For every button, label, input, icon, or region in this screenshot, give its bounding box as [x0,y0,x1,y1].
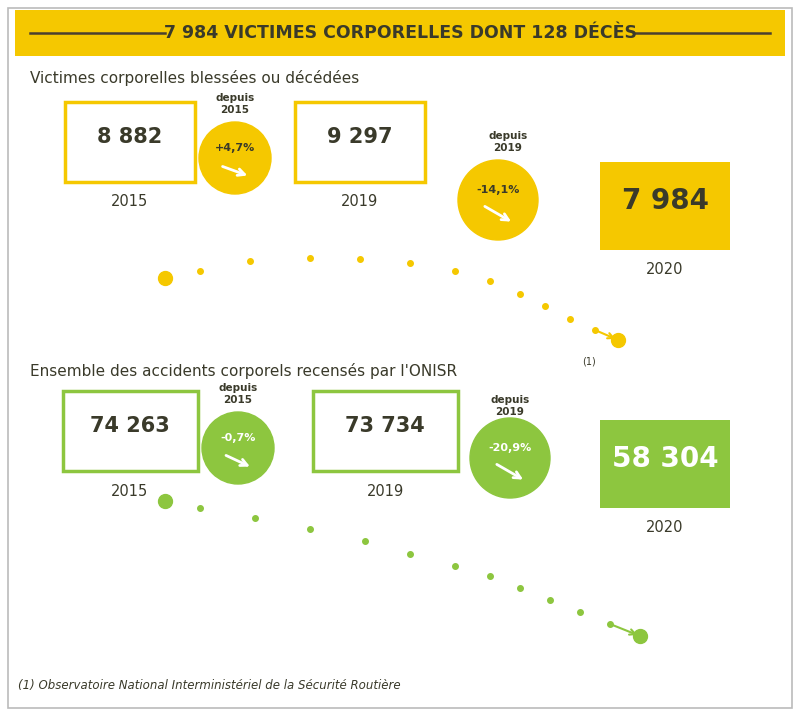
Text: -14,1%: -14,1% [476,185,520,195]
Circle shape [458,160,538,240]
Text: 7 984 VICTIMES CORPORELLES DONT 128 DÉCÈS: 7 984 VICTIMES CORPORELLES DONT 128 DÉCÈ… [163,24,637,42]
Circle shape [202,412,274,484]
Text: 2015: 2015 [111,483,149,498]
Bar [313,391,458,471]
Text: Victimes corporelles blessées ou décédées: Victimes corporelles blessées ou décédée… [30,70,359,86]
Text: 58 304: 58 304 [612,445,718,473]
Text: 7 984: 7 984 [622,187,709,215]
Text: 9 297: 9 297 [327,127,393,147]
Text: depuis
2015: depuis 2015 [215,93,254,115]
Circle shape [199,122,271,194]
Text: depuis
2019: depuis 2019 [488,131,528,153]
Text: 2020: 2020 [646,521,684,536]
Text: +4,7%: +4,7% [215,143,255,153]
Text: 8 882: 8 882 [98,127,162,147]
Bar [15,10,785,56]
Text: -20,9%: -20,9% [488,443,532,453]
Text: 2019: 2019 [342,195,378,210]
Text: depuis
2015: depuis 2015 [218,383,258,405]
Text: 2015: 2015 [111,195,149,210]
Text: 73 734: 73 734 [345,416,425,436]
Bar [600,420,730,508]
Bar [65,102,195,182]
Circle shape [470,418,550,498]
Bar [600,162,730,250]
Text: (1): (1) [582,356,596,366]
Bar [62,391,198,471]
Text: Ensemble des accidents corporels recensés par l'ONISR: Ensemble des accidents corporels recensé… [30,363,457,379]
Bar [295,102,425,182]
Text: 2019: 2019 [366,483,404,498]
Text: 2020: 2020 [646,263,684,278]
Text: -0,7%: -0,7% [220,433,256,443]
Text: depuis
2019: depuis 2019 [490,395,530,417]
Text: 74 263: 74 263 [90,416,170,436]
Text: (1) Observatoire National Interministériel de la Sécurité Routière: (1) Observatoire National Interministéri… [18,679,401,692]
